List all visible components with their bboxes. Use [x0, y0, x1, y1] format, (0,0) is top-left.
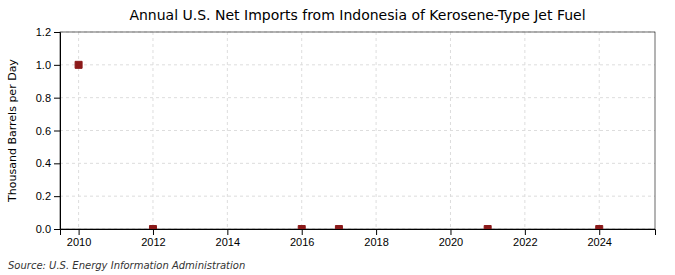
grid-line: [60, 130, 655, 131]
tick: 2016: [290, 229, 314, 248]
tick-label: 0.8: [36, 92, 51, 104]
point: [75, 61, 82, 68]
tick-mark: [54, 131, 60, 132]
grid-line: [599, 32, 600, 229]
x-axis: 2010 2012 2014 2016 2018 2020 2022 2024: [61, 229, 656, 248]
grid-line: [60, 97, 655, 98]
tick: 2012: [141, 229, 165, 248]
point: [149, 226, 156, 230]
source: Source: U.S. Energy Information Administ…: [8, 260, 245, 271]
tick: 1.2: [36, 26, 60, 38]
title: Annual U.S. Net Imports from Indonesia o…: [129, 7, 585, 23]
tick-label: 2014: [216, 236, 240, 248]
points: [75, 61, 603, 229]
tick: 1.0: [36, 59, 60, 71]
tick-label: 1.0: [36, 59, 51, 71]
point: [596, 226, 603, 230]
tick: 2020: [439, 229, 463, 248]
tick-label: 1.2: [36, 26, 51, 38]
y-axis: 0.0 0.2 0.4 0.6 0.8 1.0 1.2: [36, 26, 61, 235]
point: [298, 226, 305, 230]
tick: 0.2: [36, 190, 60, 202]
grid-line: [60, 196, 655, 197]
tick: 2014: [216, 229, 240, 248]
tick-mark: [599, 229, 600, 235]
tick: 2010: [67, 229, 91, 248]
tick-mark: [227, 229, 228, 235]
axis-line: [61, 230, 656, 236]
chart: 201020122014201620182020202220240.00.20.…: [0, 0, 675, 275]
tick: 0.4: [36, 157, 60, 169]
tick-label: 0.6: [36, 125, 51, 137]
tick-label: 2020: [439, 236, 463, 248]
tick-mark: [153, 229, 154, 235]
tick-mark: [54, 32, 60, 33]
tick-mark: [54, 196, 60, 197]
tick-label: 2018: [364, 236, 388, 248]
tick-mark: [54, 65, 60, 66]
tick-label: 2024: [587, 236, 611, 248]
tick-mark: [54, 163, 60, 164]
y-axis-title: Thousand Barrels per Day: [6, 59, 19, 203]
point: [484, 226, 491, 230]
grid-line: [60, 163, 655, 164]
tick-label: 2016: [290, 236, 314, 248]
tick-mark: [450, 229, 451, 235]
tick: 0.0: [36, 223, 60, 235]
grid-line: [60, 64, 655, 65]
point: [335, 226, 342, 230]
tick: 0.8: [36, 92, 60, 104]
tick-mark: [302, 229, 303, 235]
tick-mark: [54, 229, 60, 230]
tick: 2018: [364, 229, 388, 248]
tick-mark: [376, 229, 377, 235]
axis-line: [54, 33, 61, 230]
grid: [60, 32, 655, 229]
grid-line: [227, 32, 228, 229]
tick-label: 2022: [513, 236, 537, 248]
grid-line: [376, 32, 377, 229]
tick-label: 2010: [67, 236, 91, 248]
tick-label: 0.4: [36, 157, 51, 169]
tick-mark: [525, 229, 526, 235]
tick: 0.6: [36, 125, 60, 137]
plot: 201020122014201620182020202220240.00.20.…: [36, 26, 656, 248]
tick-label: 0.0: [36, 223, 51, 235]
tick: 2024: [587, 229, 611, 248]
tick-mark: [54, 98, 60, 99]
plot-frame: [60, 32, 655, 229]
tick-mark: [79, 229, 80, 235]
tick-label: 2012: [141, 236, 165, 248]
tick-label: 0.2: [36, 190, 51, 202]
tick: 2022: [513, 229, 537, 248]
